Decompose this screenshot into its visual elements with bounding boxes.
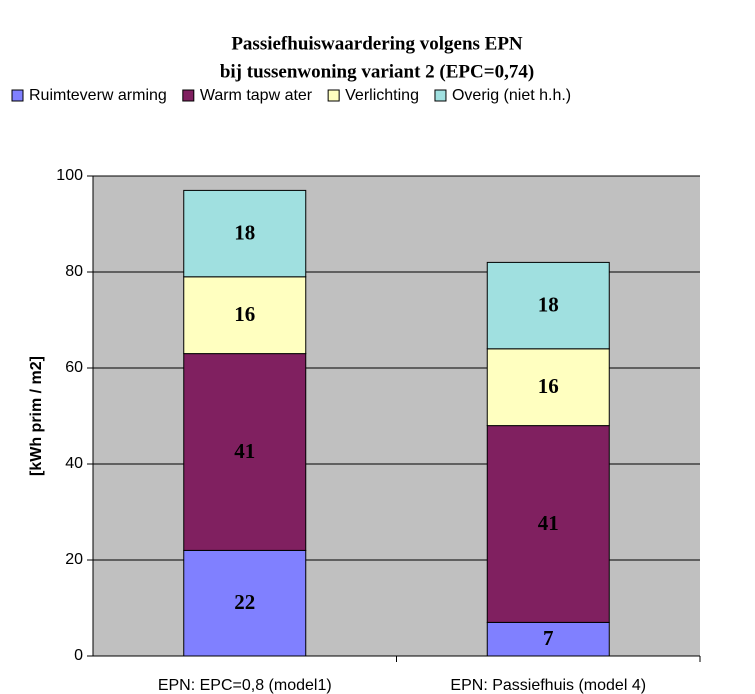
data-label: 7 — [543, 626, 554, 650]
y-tick-label: 40 — [65, 455, 83, 472]
y-tick-label: 0 — [74, 647, 83, 664]
data-label: 16 — [234, 302, 255, 326]
data-label: 41 — [538, 511, 559, 535]
y-tick-label: 20 — [65, 551, 83, 568]
chart-subtitle: bij tussenwoning variant 2 (EPC=0,74) — [220, 61, 534, 82]
x-tick-label: EPN: Passiefhuis (model 4) — [450, 677, 646, 694]
legend-label: Warm tapw ater — [200, 87, 313, 104]
legend-label: Overig (niet h.h.) — [452, 87, 571, 104]
legend-swatch — [434, 89, 447, 102]
y-tick-label: 60 — [65, 359, 83, 376]
data-label: 18 — [234, 220, 255, 244]
data-label: 41 — [234, 439, 255, 463]
legend-label: Verlichting — [345, 87, 419, 104]
legend-label: Ruimteverw arming — [29, 87, 167, 104]
data-label: 18 — [538, 292, 559, 316]
y-axis-label: [kWh prim / m2] — [28, 356, 45, 476]
legend-swatch — [182, 89, 195, 102]
legend-swatch — [11, 89, 24, 102]
data-label: 16 — [538, 374, 559, 398]
y-tick-label: 100 — [56, 167, 83, 184]
bar-segment — [486, 425, 610, 623]
chart-title: Passiefhuiswaardering volgens EPN — [231, 33, 523, 54]
bar-segment — [183, 189, 307, 278]
bar-segment — [486, 348, 610, 427]
y-tick-label: 80 — [65, 263, 83, 280]
bar-segment — [486, 621, 610, 657]
data-label: 22 — [234, 590, 255, 614]
bar-segment — [486, 261, 610, 350]
legend-swatch — [327, 89, 340, 102]
x-tick-label: EPN: EPC=0,8 (model1) — [158, 677, 332, 694]
